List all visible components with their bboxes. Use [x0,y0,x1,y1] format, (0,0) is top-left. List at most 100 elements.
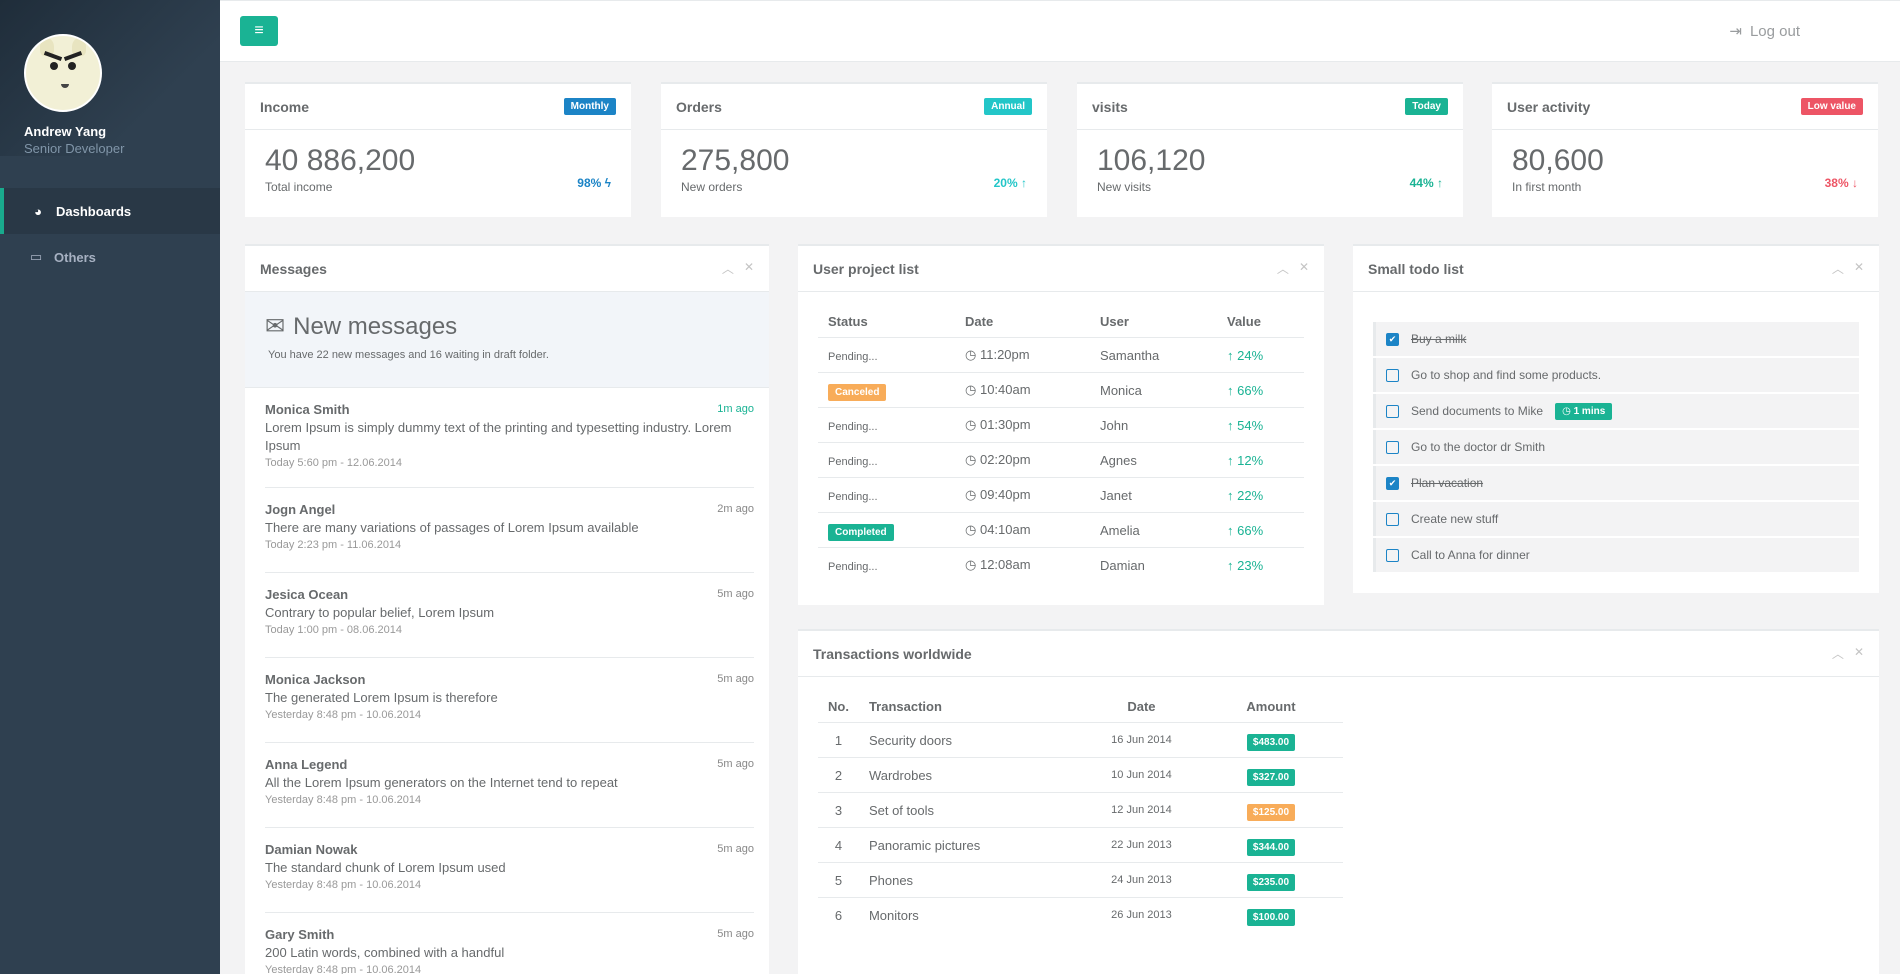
new-messages-banner: ✉ New messages You have 22 new messages a… [245,292,769,388]
arrow-up-icon: ↑ [1227,382,1234,398]
project-value: 66% [1237,522,1264,538]
envelope-icon: ✉ [265,313,286,340]
col-date[interactable]: Date [1083,691,1199,723]
table-row[interactable]: 5 Phones 24 Jun 2013 $235.00 [818,862,1343,898]
message-ago: 5m ago [717,588,754,600]
table-row[interactable]: Pending... ◷ 09:40pm Janet ↑ 22% [818,477,1304,513]
message-sender: Damian Nowak [265,842,358,857]
sidebar-item-dashboards[interactable]: ◕ Dashboards [0,188,220,234]
stat-badge: Monthly [563,98,616,115]
chevron-up-icon[interactable]: ︿ [1831,262,1844,276]
sidebar-item-label: Others [54,249,96,265]
avatar[interactable] [24,34,102,112]
col-transaction[interactable]: Transaction [858,691,1084,723]
todo-item[interactable]: Send documents to Mike ◷ 1 mins [1373,394,1859,428]
message-item[interactable]: Monica Smith Lorem Ipsum is simply dummy… [265,388,754,488]
todo-text: Buy a milk [1411,332,1467,346]
tx-date: 26 Jun 2013 [1083,897,1199,933]
checkbox[interactable] [1386,404,1399,418]
message-item[interactable]: Jogn Angel There are many variations of … [265,488,754,573]
tx-name: Security doors [858,722,1084,758]
transactions-title: Transactions worldwide [813,645,972,662]
close-icon[interactable]: ✕ [1853,645,1864,659]
message-item[interactable]: Monica Jackson The generated Lorem Ipsum… [265,658,754,743]
table-row[interactable]: Pending... ◷ 02:20pm Agnes ↑ 12% [818,442,1304,478]
new-messages-heading: New messages [293,312,458,340]
todo-item[interactable]: Create new stuff [1373,502,1859,536]
chevron-up-icon[interactable]: ︿ [721,262,734,276]
todo-item[interactable]: ✔ Buy a milk [1373,322,1859,356]
checkbox[interactable] [1386,512,1399,526]
stat-subtitle: New orders [681,180,743,194]
message-sender: Gary Smith [265,927,335,942]
message-ago: 1m ago [717,403,754,415]
col-date[interactable]: Date [955,306,1090,338]
table-row[interactable]: 3 Set of tools 12 Jun 2014 $125.00 [818,792,1343,828]
stat-value: 275,800 [681,144,790,177]
col-user[interactable]: User [1090,306,1217,338]
close-icon[interactable]: ✕ [1298,260,1309,274]
table-row[interactable]: 6 Monitors 26 Jun 2013 $100.00 [818,897,1343,933]
message-ago: 5m ago [717,843,754,855]
table-row[interactable]: Pending... ◷ 01:30pm John ↑ 54% [818,407,1304,443]
stat-card-header: Income Monthly [245,84,631,130]
chevron-up-icon[interactable]: ︿ [1831,647,1844,661]
message-item[interactable]: Damian Nowak The standard chunk of Lorem… [265,828,754,913]
todo-item[interactable]: Go to shop and find some products. [1373,358,1859,392]
panel-tools: ︿ ✕ [1832,260,1864,277]
todo-header: Small todo list ︿ ✕ [1353,246,1879,292]
project-date: 02:20pm [979,452,1031,467]
profile-name[interactable]: Andrew Yang [24,124,107,139]
avatar-eye-left [50,62,58,70]
sidebar-item-others[interactable]: ▭ Others [0,234,220,280]
todo-text: Plan vacation [1411,476,1484,490]
chevron-up-icon[interactable]: ︿ [1276,262,1289,276]
col-status[interactable]: Status [818,306,955,338]
checkbox[interactable] [1386,440,1399,454]
message-time: Yesterday 8:48 pm - 10.06.2014 [265,964,422,974]
logout-link[interactable]: ⇥ Log out [1729,22,1800,41]
profile-panel: Andrew Yang Senior Developer [0,0,220,156]
stat-card: Income Monthly 40 886,200 Total income 9… [245,82,631,217]
todo-item[interactable]: Go to the doctor dr Smith [1373,430,1859,464]
menu-toggle-button[interactable]: ≡ [240,16,278,46]
close-icon[interactable]: ✕ [1853,260,1864,274]
message-time: Yesterday 8:48 pm - 10.06.2014 [265,879,422,891]
message-item[interactable]: Gary Smith 200 Latin words, combined wit… [265,913,754,974]
col-amount[interactable]: Amount [1198,691,1343,723]
message-item[interactable]: Anna Legend All the Lorem Ipsum generato… [265,743,754,828]
table-row[interactable]: 1 Security doors 16 Jun 2014 $483.00 [818,722,1343,758]
checkbox[interactable] [1386,548,1399,562]
todo-item[interactable]: ✔ Plan vacation [1373,466,1859,500]
checkbox[interactable]: ✔ [1386,476,1399,490]
message-text: All the Lorem Ipsum generators on the In… [265,775,618,790]
table-row[interactable]: 4 Panoramic pictures 22 Jun 2013 $344.00 [818,827,1343,863]
trend-icon: ↓ [1852,176,1858,190]
stat-title: Orders [676,98,722,115]
messages-title: Messages [260,260,327,277]
sign-out-icon: ⇥ [1729,23,1742,40]
table-row[interactable]: Pending... ◷ 12:08am Damian ↑ 23% [818,547,1304,583]
tx-name: Set of tools [858,792,1084,828]
checkbox[interactable] [1386,368,1399,382]
col-value[interactable]: Value [1217,306,1304,338]
tx-date: 12 Jun 2014 [1083,792,1199,828]
avatar-mouth [61,84,69,88]
clock-icon: ◷ [965,382,977,397]
status-text: Pending... [828,455,878,468]
table-row[interactable]: Pending... ◷ 11:20pm Samantha ↑ 24% [818,337,1304,373]
table-row[interactable]: Canceled ◷ 10:40am Monica ↑ 66% [818,372,1304,408]
logout-label: Log out [1749,22,1800,40]
col-no[interactable]: No. [818,691,859,723]
todo-item[interactable]: Call to Anna for dinner [1373,538,1859,572]
message-item[interactable]: Jesica Ocean Contrary to popular belief,… [265,573,754,658]
project-table: Status Date User Value Pending... ◷ 11:2… [818,306,1304,583]
table-row[interactable]: Completed ◷ 04:10am Amelia ↑ 66% [818,512,1304,548]
stat-title: Income [260,98,310,115]
checkbox[interactable]: ✔ [1386,332,1399,346]
close-icon[interactable]: ✕ [743,260,754,274]
stat-subtitle: In first month [1512,180,1582,194]
table-row[interactable]: 2 Wardrobes 10 Jun 2014 $327.00 [818,757,1343,793]
stat-badge: Low value [1800,98,1863,115]
tx-no: 2 [818,757,859,793]
